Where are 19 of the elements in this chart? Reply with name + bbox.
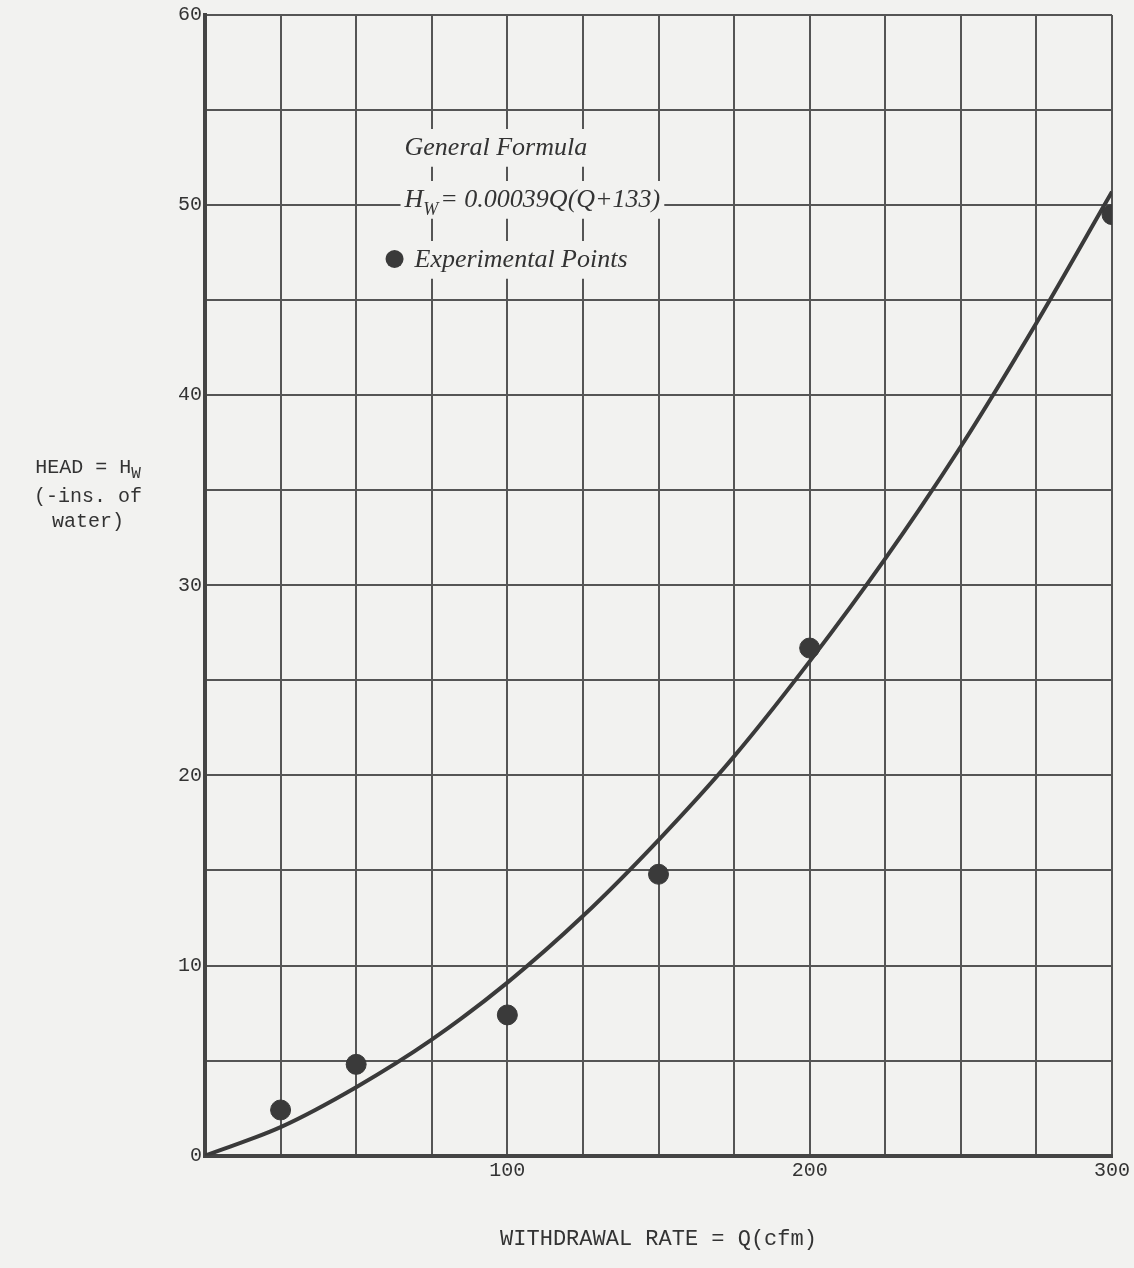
x-tick-label: 100 xyxy=(489,1158,526,1182)
point xyxy=(648,863,669,885)
x-axis-title: WITHDRAWAL RATE = Q(cfm) xyxy=(500,1226,817,1252)
point xyxy=(496,1004,518,1026)
y-tick-label: 50 xyxy=(177,193,202,217)
y-axis-title: HEAD = H$_{W}$ (-ins. of water) xyxy=(33,455,143,534)
y-tick-label: 30 xyxy=(177,573,202,597)
point xyxy=(345,1053,367,1075)
x-tick-label: 300 xyxy=(1093,1158,1131,1182)
point xyxy=(799,637,821,659)
legend-label: Experimental Points xyxy=(413,244,628,273)
annotation: General Formula xyxy=(404,132,588,161)
y-tick-label: 40 xyxy=(177,383,202,407)
y-tick-label: 60 xyxy=(177,3,202,27)
y-tick-label: 0 xyxy=(189,1143,202,1167)
y-tick-label: 20 xyxy=(177,763,202,787)
y-tick-label: 10 xyxy=(177,953,202,977)
point xyxy=(270,1099,292,1121)
x-tick-label: 200 xyxy=(791,1158,828,1182)
